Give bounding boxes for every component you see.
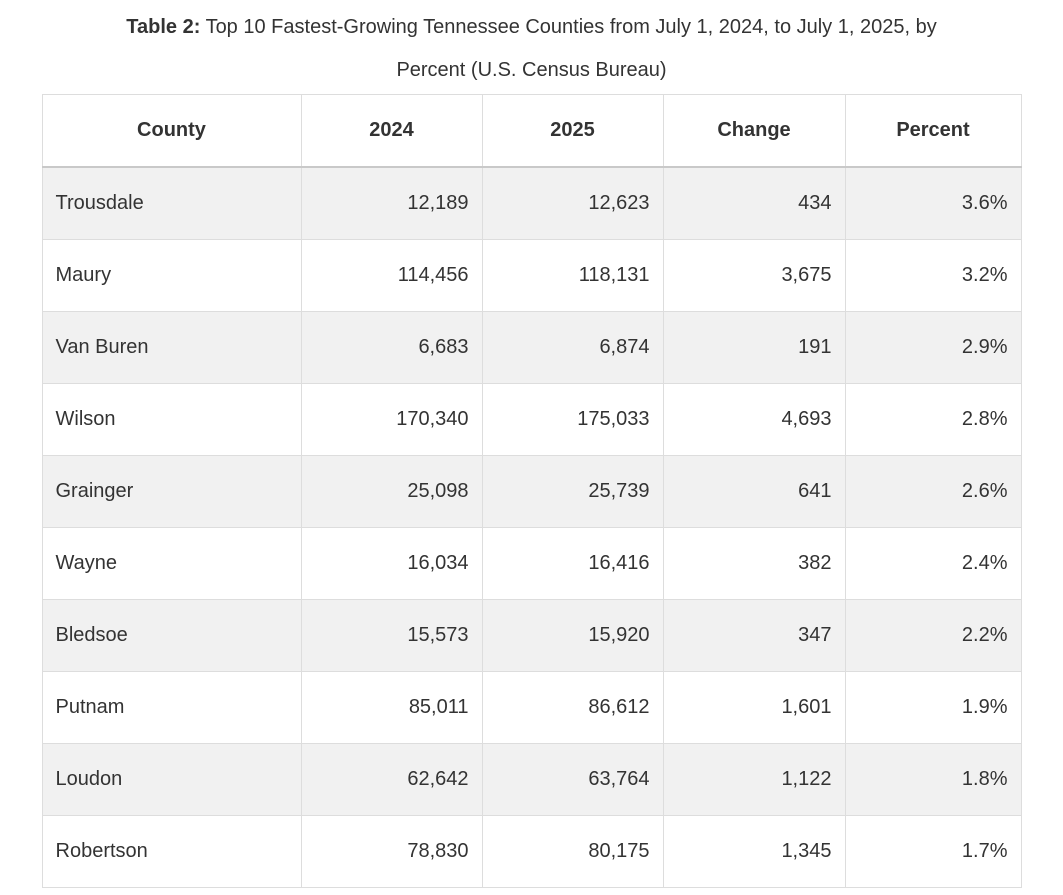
cell-2024: 25,098	[300, 455, 483, 528]
cell-2025: 12,623	[481, 166, 664, 240]
cell-county: Loudon	[41, 743, 302, 816]
cell-change: 4,693	[662, 383, 846, 456]
cell-percent: 2.9%	[844, 311, 1022, 384]
table-row: Trousdale 12,189 12,623 434 3.6%	[41, 166, 1022, 240]
cell-2024: 6,683	[300, 311, 483, 384]
cell-percent: 1.9%	[844, 671, 1022, 744]
cell-percent: 3.2%	[844, 239, 1022, 312]
header-county: County	[41, 94, 302, 168]
table-row: Wilson 170,340 175,033 4,693 2.8%	[41, 383, 1022, 456]
cell-county: Trousdale	[41, 166, 302, 240]
cell-change: 382	[662, 527, 846, 600]
cell-change: 1,601	[662, 671, 846, 744]
cell-percent: 2.8%	[844, 383, 1022, 456]
cell-county: Grainger	[41, 455, 302, 528]
header-2025: 2025	[481, 94, 664, 168]
cell-2025: 6,874	[481, 311, 664, 384]
cell-percent: 2.4%	[844, 527, 1022, 600]
cell-county: Van Buren	[41, 311, 302, 384]
cell-percent: 1.8%	[844, 743, 1022, 816]
table-caption-line2: Percent (U.S. Census Bureau)	[396, 59, 667, 81]
table-body: Trousdale 12,189 12,623 434 3.6% Maury 114,456…	[41, 166, 1022, 888]
cell-2024: 114,456	[300, 239, 483, 312]
cell-county: Robertson	[41, 815, 302, 888]
cell-2025: 15,920	[481, 599, 664, 672]
cell-2025: 175,033	[481, 383, 664, 456]
cell-change: 3,675	[662, 239, 846, 312]
cell-change: 434	[662, 166, 846, 240]
cell-2024: 15,573	[300, 599, 483, 672]
cell-county: Wilson	[41, 383, 302, 456]
cell-county: Wayne	[41, 527, 302, 600]
cell-2024: 85,011	[300, 671, 483, 744]
table-header-row: County 2024 2025 Change Percent	[41, 94, 1022, 168]
cell-2024: 170,340	[300, 383, 483, 456]
cell-2024: 16,034	[300, 527, 483, 600]
header-change: Change	[662, 94, 846, 168]
cell-2024: 62,642	[300, 743, 483, 816]
table-row: Grainger 25,098 25,739 641 2.6%	[41, 455, 1022, 528]
table-row: Putnam 85,011 86,612 1,601 1.9%	[41, 671, 1022, 744]
counties-growth-table: County 2024 2025 Change Percent Trousdal…	[41, 94, 1022, 888]
cell-2025: 86,612	[481, 671, 664, 744]
cell-2024: 12,189	[300, 166, 483, 240]
table-row: Bledsoe 15,573 15,920 347 2.2%	[41, 599, 1022, 672]
cell-percent: 3.6%	[844, 166, 1022, 240]
cell-2025: 63,764	[481, 743, 664, 816]
cell-change: 1,345	[662, 815, 846, 888]
cell-county: Putnam	[41, 671, 302, 744]
table-row: Maury 114,456 118,131 3,675 3.2%	[41, 239, 1022, 312]
header-percent: Percent	[844, 94, 1022, 168]
cell-change: 641	[662, 455, 846, 528]
table-row: Van Buren 6,683 6,874 191 2.9%	[41, 311, 1022, 384]
cell-change: 1,122	[662, 743, 846, 816]
cell-percent: 2.6%	[844, 455, 1022, 528]
table-row: Robertson 78,830 80,175 1,345 1.7%	[41, 815, 1022, 888]
table-caption: Table 2: Top 10 Fastest-Growing Tennesse…	[42, 0, 1021, 92]
cell-county: Bledsoe	[41, 599, 302, 672]
cell-2025: 118,131	[481, 239, 664, 312]
cell-county: Maury	[41, 239, 302, 312]
cell-2024: 78,830	[300, 815, 483, 888]
header-2024: 2024	[300, 94, 483, 168]
table-row: Wayne 16,034 16,416 382 2.4%	[41, 527, 1022, 600]
cell-2025: 80,175	[481, 815, 664, 888]
cell-change: 191	[662, 311, 846, 384]
cell-2025: 25,739	[481, 455, 664, 528]
table-row: Loudon 62,642 63,764 1,122 1.8%	[41, 743, 1022, 816]
table-caption-label: Table 2:	[126, 16, 201, 38]
cell-percent: 2.2%	[844, 599, 1022, 672]
table-caption-line1: Top 10 Fastest-Growing Tennessee Countie…	[205, 16, 937, 38]
cell-percent: 1.7%	[844, 815, 1022, 888]
cell-change: 347	[662, 599, 846, 672]
cell-2025: 16,416	[481, 527, 664, 600]
